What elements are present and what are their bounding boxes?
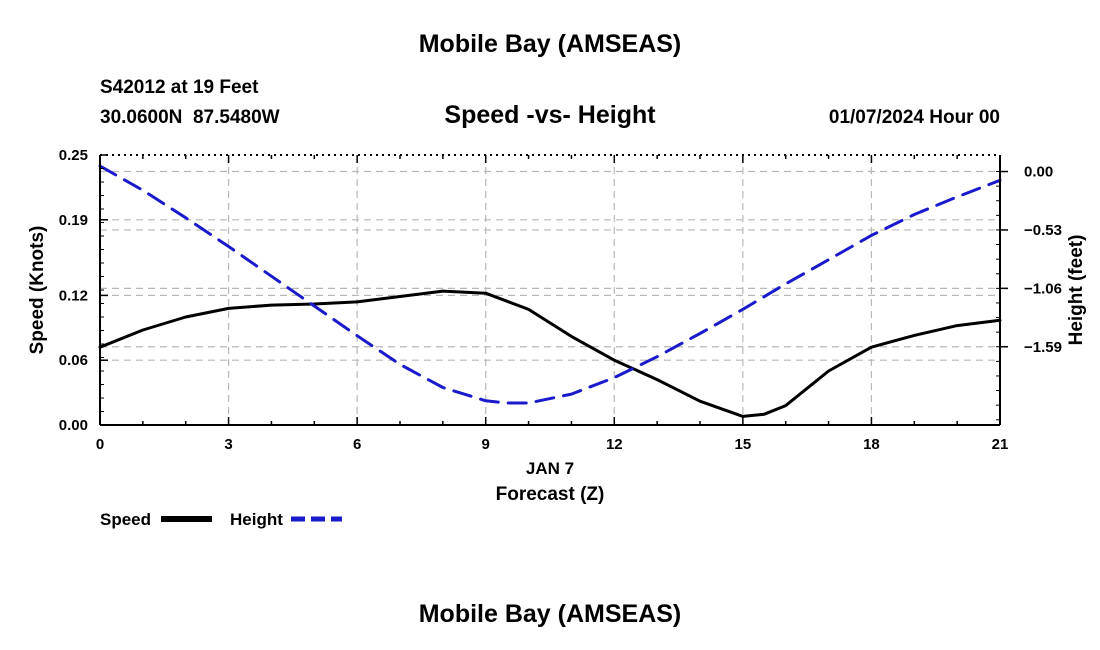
x-axis-label: Forecast (Z) [496,484,605,505]
y2-tick-label: −1.59 [1024,339,1062,356]
series-layer [98,164,1002,418]
legend: Speed Height [100,510,342,529]
grid-layer [100,155,1000,425]
series-line-speed [98,289,1002,418]
station-name: S42012 at 19 Feet [100,77,259,98]
x-tick-label: 9 [482,436,490,453]
legend-label-height: Height [230,510,283,529]
x-tick-label: 12 [606,436,623,453]
bottom-title: Mobile Bay (AMSEAS) [418,600,682,628]
x-axis-date-label: JAN 7 [526,459,574,478]
forecast-date: 01/07/2024 Hour 00 [828,107,1000,128]
chart-title: Speed -vs- Height [444,101,656,129]
y-tick-label: 0.25 [59,147,88,164]
series-line-height [98,164,1002,405]
y-axis-label: Speed (Knots) [27,226,48,355]
y2-tick-label: 0.00 [1024,164,1053,181]
axes-layer: 0 3 6 9 12 15 18 21 0.00 0.06 0.12 0.19 0.25 0.00 −0.5… [59,147,1062,453]
labels-layer: JAN 7 Forecast (Z) Speed (Knots) Height … [27,226,1087,505]
y-tick-label: 0.00 [59,417,88,434]
main-title: Mobile Bay (AMSEAS) [418,30,682,58]
x-tick-label: 0 [96,436,104,453]
x-tick-label: 21 [992,436,1009,453]
y-tick-label: 0.06 [59,352,88,369]
x-tick-label: 6 [353,436,361,453]
x-tick-label: 18 [863,436,880,453]
x-tick-label: 3 [224,436,232,453]
y-tick-label: 0.12 [59,287,88,304]
y2-axis-label: Height (feet) [1066,235,1087,346]
y2-tick-label: −1.06 [1024,280,1062,297]
legend-label-speed: Speed [100,510,151,529]
station-coordinates: 30.0600N 87.5480W [100,107,280,128]
y2-tick-label: −0.53 [1024,222,1062,239]
y-tick-label: 0.19 [59,212,88,229]
x-tick-label: 15 [735,436,752,453]
